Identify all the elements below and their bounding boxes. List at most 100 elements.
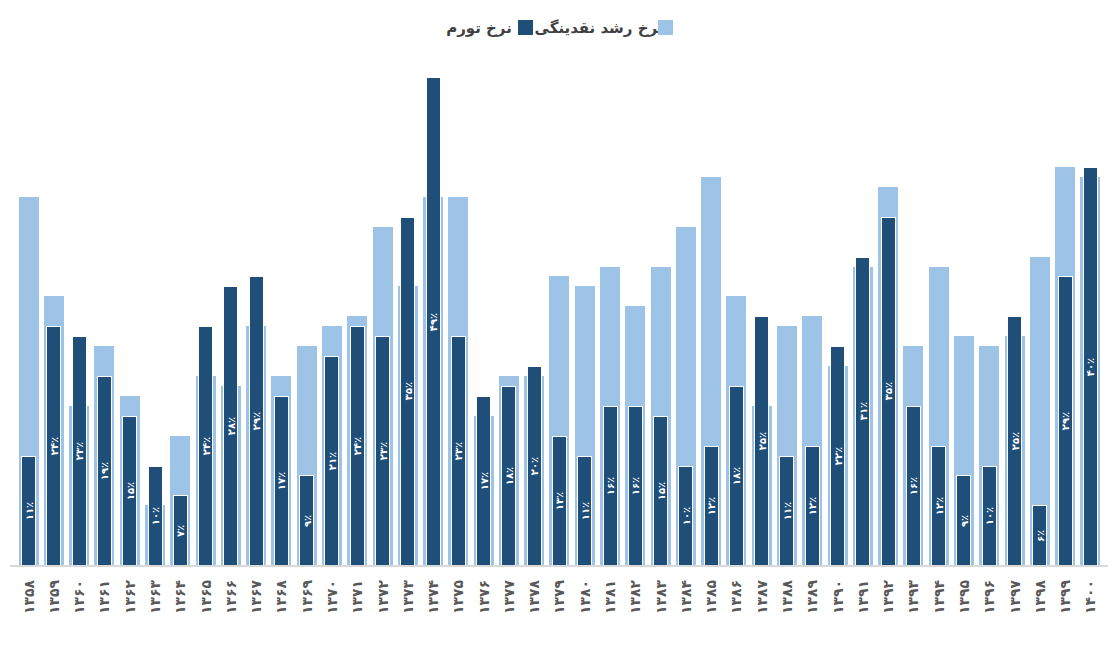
year-axis-label: ۱۳۶۱ — [96, 580, 112, 614]
inflation-bar-label: ۱۹٪ — [99, 462, 110, 480]
legend-label-liquidity: نرخ رشد نقدینگی — [534, 19, 663, 37]
inflation-bar-label: ۶٪ — [1034, 530, 1045, 542]
inflation-bar-label: ۲۵٪ — [1009, 432, 1020, 450]
year-axis-label: ۱۳۸۴ — [678, 580, 694, 614]
year-axis-label: ۱۳۷۸ — [526, 580, 542, 614]
bar-group-41: ۲۹٪۱۳۹۹ — [1052, 60, 1077, 565]
inflation-bar: ۲۳٪ — [451, 336, 466, 565]
inflation-bar: ۶٪ — [1032, 505, 1047, 565]
bar-group-4: ۱۵٪۱۳۶۲ — [117, 60, 142, 565]
inflation-bar: ۱۸٪ — [729, 386, 744, 565]
bar-group-10: ۱۷٪۱۳۶۸ — [269, 60, 294, 565]
bar-group-34: ۳۵٪۱۳۹۲ — [875, 60, 900, 565]
inflation-bar: ۴۹٪ — [426, 77, 441, 565]
inflation-bar: ۲۱٪ — [324, 356, 339, 565]
inflation-bar-label: ۳۵٪ — [883, 382, 894, 400]
bar-group-36: ۱۲٪۱۳۹۴ — [926, 60, 951, 565]
bar-group-27: ۱۲٪۱۳۸۵ — [699, 60, 724, 565]
inflation-bar: ۲۵٪ — [1007, 316, 1022, 565]
inflation-bar-label: ۲۴٪ — [200, 437, 211, 455]
inflation-bar: ۱۷٪ — [476, 396, 491, 565]
year-axis-label: ۱۳۸۸ — [779, 580, 795, 614]
bar-group-19: ۱۸٪۱۳۷۷ — [496, 60, 521, 565]
year-axis-label: ۱۳۸۵ — [703, 580, 719, 614]
year-axis-label: ۱۳۶۰ — [71, 580, 87, 614]
inflation-bar: ۱۱٪ — [21, 456, 36, 565]
bar-group-5: ۱۰٪۱۳۶۳ — [142, 60, 167, 565]
bar-group-8: ۲۸٪۱۳۶۶ — [218, 60, 243, 565]
bar-group-14: ۲۳٪۱۳۷۲ — [370, 60, 395, 565]
inflation-bar: ۲۹٪ — [249, 276, 264, 565]
bar-group-20: ۲۰٪۱۳۷۸ — [522, 60, 547, 565]
inflation-bar: ۱۰٪ — [982, 466, 997, 566]
inflation-bar-label: ۲۵٪ — [756, 432, 767, 450]
year-axis-label: ۱۳۷۷ — [501, 580, 517, 614]
inflation-bar-label: ۹٪ — [301, 515, 312, 527]
inflation-bar-label: ۱۷٪ — [478, 472, 489, 490]
year-axis-label: ۱۳۶۴ — [172, 580, 188, 614]
inflation-bar: ۱۶٪ — [603, 406, 618, 565]
inflation-bar-label: ۱۵٪ — [655, 482, 666, 500]
bar-group-12: ۲۱٪۱۳۷۰ — [319, 60, 344, 565]
inflation-bar: ۲۳٪ — [72, 336, 87, 565]
inflation-bar: ۹٪ — [299, 475, 314, 565]
year-axis-label: ۱۳۷۹ — [551, 580, 567, 614]
bar-group-33: ۳۱٪۱۳۹۱ — [850, 60, 875, 565]
bar-chart-plot-area: ۱۱٪۱۳۵۸۲۴٪۱۳۵۹۲۳٪۱۳۶۰۱۹٪۱۳۶۱۱۵٪۱۳۶۲۱۰٪۱۳… — [16, 60, 1103, 565]
bar-group-31: ۱۲٪۱۳۸۹ — [800, 60, 825, 565]
inflation-bar: ۲۴٪ — [46, 326, 61, 565]
inflation-bar-label: ۲۴٪ — [48, 437, 59, 455]
inflation-bar: ۱۳٪ — [552, 436, 567, 565]
inflation-bar: ۱۰٪ — [148, 466, 163, 566]
bar-group-6: ۷٪۱۳۶۴ — [168, 60, 193, 565]
inflation-bar-label: ۱۷٪ — [276, 472, 287, 490]
bar-group-15: ۳۵٪۱۳۷۳ — [395, 60, 420, 565]
inflation-bar-label: ۲۴٪ — [352, 437, 363, 455]
bar-group-21: ۱۳٪۱۳۷۹ — [547, 60, 572, 565]
year-axis-label: ۱۳۹۰ — [830, 580, 846, 614]
year-axis-label: ۱۳۸۳ — [653, 580, 669, 614]
year-axis-label: ۱۳۷۶ — [476, 580, 492, 614]
inflation-bar-label: ۲۳٪ — [377, 442, 388, 460]
year-axis-label: ۱۳۵۸ — [21, 580, 37, 614]
inflation-bar: ۴۰٪ — [1083, 167, 1098, 565]
inflation-bar-label: ۱۲٪ — [807, 497, 818, 515]
inflation-bar-label: ۱۱٪ — [579, 502, 590, 520]
inflation-bar-label: ۱۶٪ — [908, 477, 919, 495]
bar-group-0: ۱۱٪۱۳۵۸ — [16, 60, 41, 565]
inflation-bar-label: ۲۳٪ — [453, 442, 464, 460]
bar-group-17: ۲۳٪۱۳۷۵ — [446, 60, 471, 565]
bar-group-32: ۲۲٪۱۳۹۰ — [825, 60, 850, 565]
bar-group-9: ۲۹٪۱۳۶۷ — [244, 60, 269, 565]
inflation-bar-label: ۱۰٪ — [984, 507, 995, 525]
inflation-bar: ۱۲٪ — [805, 446, 820, 565]
inflation-bar: ۱۶٪ — [906, 406, 921, 565]
inflation-bar-label: ۲۲٪ — [832, 447, 843, 465]
bar-group-28: ۱۸٪۱۳۸۶ — [724, 60, 749, 565]
inflation-bar: ۲۳٪ — [375, 336, 390, 565]
inflation-bar-label: ۷٪ — [175, 525, 186, 537]
bar-group-7: ۲۴٪۱۳۶۵ — [193, 60, 218, 565]
year-axis-label: ۱۳۸۷ — [754, 580, 770, 614]
inflation-bar-label: ۱۸٪ — [503, 467, 514, 485]
year-axis-label: ۱۳۹۴ — [931, 580, 947, 614]
year-axis-label: ۱۳۹۵ — [956, 580, 972, 614]
bar-group-37: ۹٪۱۳۹۵ — [951, 60, 976, 565]
bar-group-1: ۲۴٪۱۳۵۹ — [41, 60, 66, 565]
inflation-bar-label: ۱۶٪ — [605, 477, 616, 495]
legend-swatch-liquidity — [658, 20, 673, 35]
bar-group-23: ۱۶٪۱۳۸۱ — [597, 60, 622, 565]
year-axis-label: ۱۳۷۵ — [450, 580, 466, 614]
inflation-bar: ۲۹٪ — [1058, 276, 1073, 565]
bar-group-3: ۱۹٪۱۳۶۱ — [92, 60, 117, 565]
inflation-bar: ۲۸٪ — [223, 286, 238, 565]
year-axis-label: ۱۳۹۷ — [1007, 580, 1023, 614]
year-axis-label: ۱۳۸۰ — [577, 580, 593, 614]
chart-legend: نرخ تورم نرخ رشد نقدینگی — [0, 0, 1118, 50]
bar-group-16: ۴۹٪۱۳۷۴ — [420, 60, 445, 565]
inflation-bar-label: ۱۱٪ — [781, 502, 792, 520]
inflation-bar-label: ۱۰٪ — [150, 507, 161, 525]
inflation-bar-label: ۱۱٪ — [23, 502, 34, 520]
year-axis-label: ۱۳۶۷ — [248, 580, 264, 614]
bar-group-30: ۱۱٪۱۳۸۸ — [774, 60, 799, 565]
